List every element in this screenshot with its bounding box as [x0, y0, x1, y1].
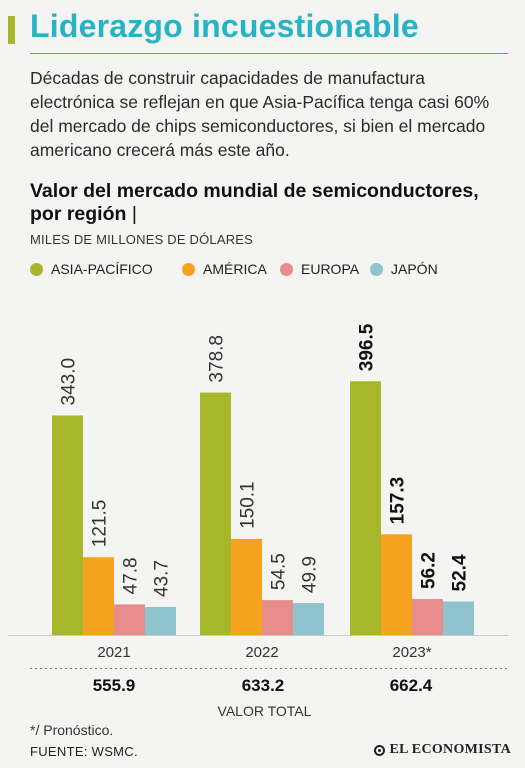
- category-label-2021: 2021: [97, 644, 130, 661]
- legend-dot-america: [182, 262, 195, 276]
- bar-2021-0: [52, 415, 83, 635]
- title-rule: [30, 53, 508, 54]
- value-label-2022-2: 54.5: [269, 553, 290, 590]
- legend-label-europa: EUROPA: [301, 261, 360, 277]
- legend-item-asia: ASIA-PACÍFICO: [30, 258, 153, 280]
- brand-icon: [373, 744, 385, 756]
- brand-logo: EL ECONOMISTA: [373, 742, 512, 758]
- source: FUENTE: WSMC.: [30, 744, 138, 759]
- value-label-2021-0: 343.0: [59, 358, 80, 406]
- value-label-2021-3: 43.7: [152, 560, 173, 597]
- intro-text: Décadas de construir capacidades de manu…: [30, 68, 490, 160]
- legend-item-japon: JAPÓN: [370, 258, 438, 280]
- bar-2021-1: [83, 557, 114, 635]
- category-label-2023: 2023*: [392, 644, 431, 661]
- value-label-2023-2: 56.2: [419, 552, 440, 589]
- bar-2023-1: [381, 534, 412, 635]
- chart-units: MILES DE MILLONES DE DÓLARES: [30, 232, 254, 247]
- bar-chart: 343.0 121.5 47.8 43.7 2021 378.8 150.1 54.5 49.9…: [8, 323, 508, 669]
- bar-2022-1: [231, 538, 262, 635]
- value-label-2023-1: 157.3: [388, 477, 409, 525]
- footnote: */ Pronóstico.: [30, 722, 114, 738]
- value-label-2023-0: 396.5: [357, 323, 378, 371]
- value-label-2022-0: 378.8: [207, 335, 228, 383]
- legend-label-america: AMÉRICA: [203, 261, 267, 277]
- bar-2022-3: [293, 603, 324, 635]
- legend-dot-japon: [370, 262, 383, 276]
- totals-row: 555.9 633.2 662.4: [8, 676, 517, 700]
- brand-name: EL ECONOMISTA: [389, 742, 511, 757]
- value-label-2022-3: 49.9: [300, 556, 321, 593]
- accent-bar: [8, 16, 15, 44]
- headline: Liderazgo incuestionable: [30, 8, 419, 44]
- bar-2021-2: [114, 604, 145, 635]
- legend-dot-europa: [280, 262, 293, 276]
- category-label-2022: 2022: [245, 644, 278, 661]
- infographic: Liderazgo incuestionable Décadas de cons…: [8, 6, 517, 760]
- bar-2023-2: [412, 599, 443, 635]
- legend-label-japon: JAPÓN: [391, 261, 438, 277]
- legend-label-asia: ASIA-PACÍFICO: [51, 261, 153, 277]
- bar-2021-3: [145, 607, 176, 635]
- total-2022: 633.2: [241, 676, 285, 695]
- bar-2023-3: [443, 601, 474, 635]
- chart-title-text: Valor del mercado mundial de semiconduct…: [30, 180, 479, 225]
- legend: ASIA-PACÍFICO AMÉRICA EUROPA JAPÓN: [30, 258, 510, 280]
- bar-2023-0: [350, 381, 381, 635]
- bar-2022-2: [262, 600, 293, 635]
- legend-dot-asia: [30, 262, 43, 276]
- value-label-2021-2: 47.8: [121, 557, 142, 594]
- value-label-2021-1: 121.5: [90, 500, 111, 548]
- value-label-2022-1: 150.1: [238, 481, 259, 529]
- value-label-2023-3: 52.4: [450, 554, 471, 591]
- chart-title: Valor del mercado mundial de semiconduct…: [30, 180, 510, 226]
- chart-title-suffix: |: [131, 203, 137, 225]
- totals-label: VALOR TOTAL: [8, 703, 517, 719]
- totals-label-text: VALOR TOTAL: [217, 703, 312, 719]
- total-2023: 662.4: [389, 676, 433, 695]
- legend-item-europa: EUROPA: [280, 258, 359, 280]
- bar-2022-0: [200, 392, 231, 635]
- legend-item-america: AMÉRICA: [182, 258, 267, 280]
- total-2021: 555.9: [92, 676, 136, 695]
